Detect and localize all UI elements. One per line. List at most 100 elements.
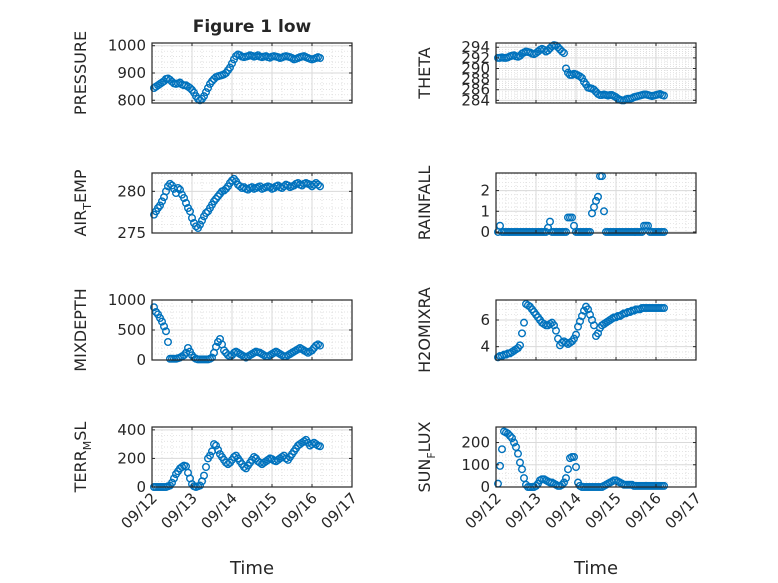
axes-frame xyxy=(151,172,353,234)
data-point xyxy=(558,480,567,489)
data-point xyxy=(572,463,581,472)
data-point xyxy=(229,453,238,462)
data-point xyxy=(227,176,236,185)
data-point xyxy=(572,330,581,339)
data-point xyxy=(177,463,186,472)
y-tick-label: 275 xyxy=(117,224,146,242)
data-point xyxy=(199,92,208,101)
data-point xyxy=(201,208,210,217)
data-point xyxy=(155,201,164,210)
data-point xyxy=(586,227,595,236)
data-point xyxy=(197,216,206,225)
data-point xyxy=(498,445,507,454)
y-tick-label: 200 xyxy=(117,449,146,467)
data-point xyxy=(175,185,184,194)
data-point xyxy=(157,197,166,206)
y-tick-label: 400 xyxy=(117,421,146,439)
y-tick-label: 284 xyxy=(461,91,490,109)
data-point xyxy=(201,463,210,472)
data-markers xyxy=(149,303,325,364)
y-tick-label: 200 xyxy=(461,434,490,452)
data-point xyxy=(568,213,577,222)
data-point xyxy=(205,451,214,460)
data-point xyxy=(570,334,579,343)
y-axis-label: TERRMSL xyxy=(71,422,94,494)
y-tick-label: 900 xyxy=(117,64,146,82)
data-point xyxy=(161,187,170,196)
data-markers xyxy=(494,41,669,105)
axes-frame xyxy=(495,299,697,361)
data-point xyxy=(173,183,182,192)
data-markers xyxy=(149,50,325,105)
data-point xyxy=(592,196,601,205)
y-tick-label: 286 xyxy=(461,81,490,99)
data-point xyxy=(223,460,232,469)
y-axis-label: SUNFLUX xyxy=(415,421,438,492)
data-point xyxy=(191,222,200,231)
data-point xyxy=(508,434,517,443)
data-markers xyxy=(494,300,669,362)
y-tick-label: 288 xyxy=(461,70,490,88)
y-tick-label: 0 xyxy=(136,478,146,496)
data-point xyxy=(159,322,168,331)
axes-frame xyxy=(495,426,697,488)
data-point xyxy=(518,465,527,474)
y-tick-label: 800 xyxy=(117,91,146,109)
data-point xyxy=(195,481,204,490)
data-point xyxy=(504,429,513,438)
axes-frame xyxy=(495,42,697,104)
y-tick-label: 6 xyxy=(480,311,490,329)
data-point xyxy=(185,83,194,92)
data-point xyxy=(554,43,563,52)
y-tick-label: 2 xyxy=(480,182,490,200)
data-point xyxy=(594,192,603,201)
data-point xyxy=(149,303,158,312)
data-markers xyxy=(149,435,325,492)
data-point xyxy=(518,329,527,338)
data-point xyxy=(560,478,569,487)
data-point xyxy=(239,463,248,472)
y-tick-label: 1 xyxy=(480,202,490,220)
grid-lines xyxy=(495,42,697,103)
data-point xyxy=(660,481,669,490)
x-axis-label: Time xyxy=(229,558,274,579)
data-point xyxy=(219,186,228,195)
data-point xyxy=(225,63,234,72)
data-point xyxy=(562,64,571,73)
data-point xyxy=(199,471,208,480)
data-point xyxy=(532,481,541,490)
data-point xyxy=(282,454,291,463)
data-point xyxy=(562,474,571,483)
data-point xyxy=(514,449,523,458)
y-tick-label: 4 xyxy=(480,338,490,356)
y-tick-label: 1000 xyxy=(108,291,146,309)
data-point xyxy=(506,431,515,440)
data-point xyxy=(660,227,669,236)
data-point xyxy=(560,49,569,58)
figure-title: Figure 1 low xyxy=(193,17,312,37)
subplot-air_temp: 275 280 AIRTEMP xyxy=(71,169,353,242)
y-axis-label: THETA xyxy=(415,47,434,99)
grid-lines xyxy=(151,173,353,234)
data-point xyxy=(187,213,196,222)
data-point xyxy=(580,306,589,315)
y-tick-label: 280 xyxy=(117,182,146,200)
axes-frame xyxy=(151,426,353,488)
data-point xyxy=(195,220,204,229)
data-point xyxy=(660,304,669,313)
data-point xyxy=(213,445,222,454)
data-markers xyxy=(149,174,325,232)
y-axis-label: RAINFALL xyxy=(415,166,434,241)
data-point xyxy=(552,326,561,335)
data-point xyxy=(181,198,190,207)
y-axis-label: H2OMIXRA xyxy=(415,287,434,373)
data-point xyxy=(157,317,166,326)
data-point xyxy=(600,207,609,216)
data-point xyxy=(544,46,553,55)
data-point xyxy=(316,442,325,451)
y-tick-label: 0 xyxy=(480,478,490,496)
y-axis-label: MIXDEPTH xyxy=(71,288,90,371)
y-tick-label: 500 xyxy=(117,321,146,339)
data-point xyxy=(227,59,236,68)
